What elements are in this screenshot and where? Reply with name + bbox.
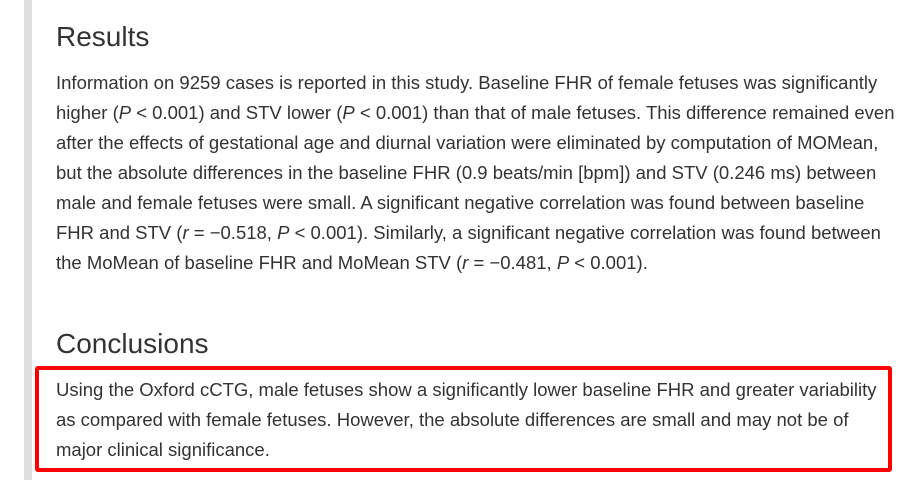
results-paragraph: Information on 9259 cases is reported in…: [56, 68, 896, 278]
r-symbol: r: [182, 222, 189, 243]
p-symbol: P: [342, 102, 355, 123]
p-symbol: P: [556, 252, 570, 273]
results-text-1: Information on 9259 cases is reported in…: [56, 72, 878, 123]
conclusions-heading: Conclusions: [56, 328, 209, 359]
results-text-4: = −0.518,: [188, 222, 278, 243]
results-text-2: < 0.001) and STV lower (: [131, 102, 343, 123]
p-symbol: P: [118, 102, 132, 123]
conclusions-paragraph: Using the Oxford cCTG, male fetuses show…: [56, 379, 877, 460]
conclusions-highlight-box: [35, 366, 892, 472]
r-symbol: r: [462, 252, 469, 273]
results-heading: Results: [56, 21, 150, 52]
left-border-rule: [24, 0, 32, 480]
results-text-6: = −0.481,: [468, 252, 557, 273]
results-text-7: < 0.001).: [569, 252, 648, 273]
results-text-3: < 0.001) than that of male fetuses. This…: [56, 102, 895, 243]
results-text-5: < 0.001). Similarly, a significant negat…: [56, 222, 881, 273]
p-symbol: P: [277, 222, 290, 243]
